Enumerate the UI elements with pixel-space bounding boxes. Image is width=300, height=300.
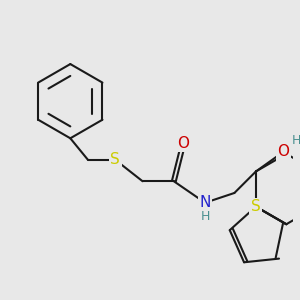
Text: N: N (200, 195, 211, 210)
Text: H: H (200, 210, 210, 223)
Text: H: H (292, 134, 300, 147)
Text: S: S (110, 152, 120, 167)
Text: S: S (251, 199, 261, 214)
Text: O: O (177, 136, 189, 151)
Text: O: O (277, 145, 289, 160)
